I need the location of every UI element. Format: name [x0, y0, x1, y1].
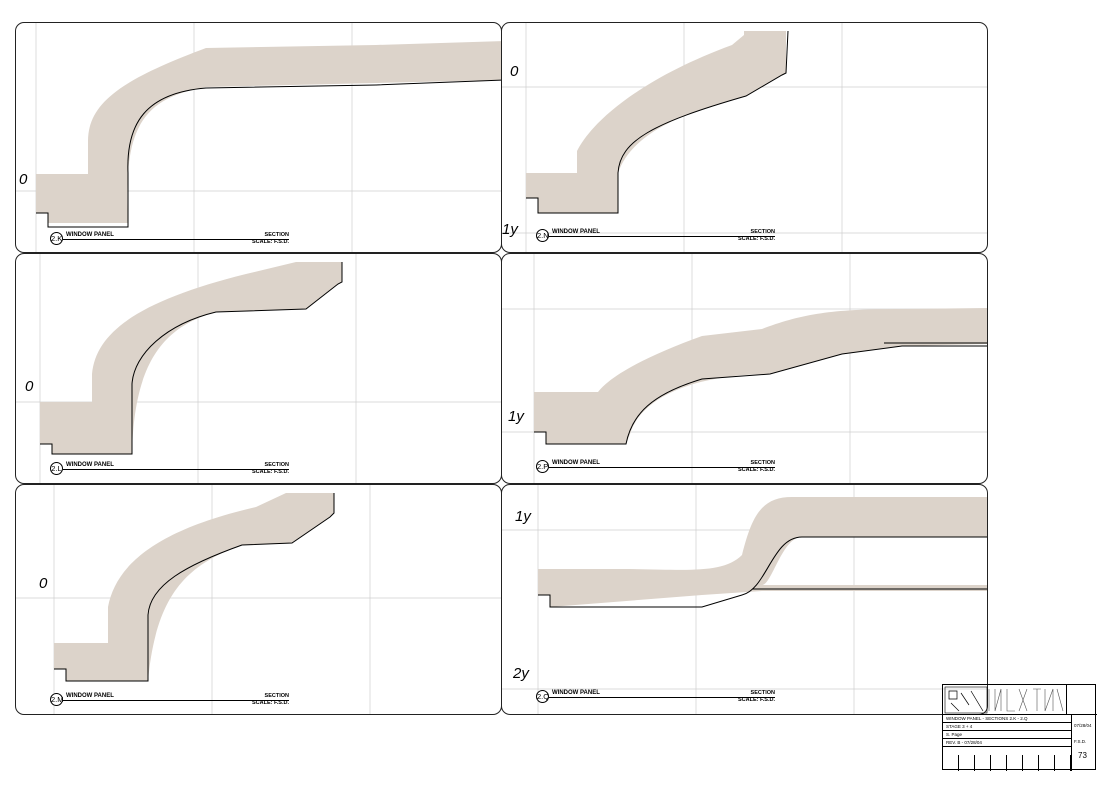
detail-name: WINDOW PANEL	[552, 460, 600, 466]
detail-rule	[63, 700, 289, 701]
detail-name: WINDOW PANEL	[66, 693, 114, 699]
view-type: SECTION	[750, 229, 775, 235]
tb-cell	[1055, 755, 1071, 771]
detail-id: 2.N	[536, 229, 549, 242]
tb-cell	[1007, 755, 1023, 771]
detail-scale: SCALE: F.S.D.	[252, 469, 289, 475]
phase: STAGE 3 + 4	[946, 724, 973, 729]
title-block-meta: 07/28/04 F.S.D.	[1071, 715, 1097, 755]
level-label: 1y	[502, 221, 518, 238]
section-drawing-2n	[502, 23, 987, 252]
level-label: 0	[510, 63, 519, 80]
detail-rule	[63, 239, 289, 240]
detail-id: 2.P	[536, 460, 549, 473]
tb-cell	[991, 755, 1007, 771]
drawn-by-row: S. Page	[943, 731, 1071, 739]
section-panel-2k: 0 2.K WINDOW PANEL SECTION SCALE: F.S.D.	[15, 22, 502, 253]
detail-id: 2.K	[50, 232, 63, 245]
detail-name: WINDOW PANEL	[66, 232, 114, 238]
tb-cell	[975, 755, 991, 771]
section-drawing-2l	[16, 254, 501, 483]
detail-name: WINDOW PANEL	[552, 690, 600, 696]
detail-scale: SCALE: F.S.D.	[738, 467, 775, 473]
detail-scale: SCALE: F.S.D.	[738, 697, 775, 703]
detail-scale: SCALE: F.S.D.	[252, 700, 289, 706]
level-label: 0	[25, 378, 34, 395]
title-block-cells	[943, 755, 1071, 771]
section-panel-2q: 1y 2y 2.Q WINDOW PANEL SECTION SCALE: F.…	[501, 484, 988, 715]
tb-cell	[1023, 755, 1039, 771]
view-type: SECTION	[750, 460, 775, 466]
tb-cell	[943, 755, 959, 771]
detail-rule	[63, 469, 289, 470]
view-type: SECTION	[264, 232, 289, 238]
detail-rule	[549, 236, 775, 237]
phase-row: STAGE 3 + 4	[943, 723, 1071, 731]
detail-id: 2.M	[50, 693, 64, 706]
view-type: SECTION	[264, 693, 289, 699]
detail-scale: SCALE: F.S.D.	[738, 236, 775, 242]
section-drawing-2k	[16, 23, 501, 252]
tb-cell	[1039, 755, 1055, 771]
firm-logo	[943, 685, 1067, 715]
section-drawing-2q	[502, 485, 987, 714]
level-label: 0	[39, 575, 48, 592]
detail-scale: SCALE: F.S.D.	[252, 239, 289, 245]
section-profile	[40, 262, 342, 454]
section-profile	[538, 497, 987, 607]
section-drawing-2m	[16, 485, 501, 714]
drawing-title: WINDOW PANEL - SECTIONS 2.K - 2.Q	[946, 716, 1028, 721]
drawn-by: S. Page	[946, 732, 963, 737]
section-panel-2l: 0 2.L WINDOW PANEL SECTION SCALE: F.S.D.	[15, 253, 502, 484]
section-panel-2n: 0 1y 2.N WINDOW PANEL SECTION SCALE: F.S…	[501, 22, 988, 253]
view-type: SECTION	[264, 462, 289, 468]
level-label: 1y	[515, 508, 531, 525]
sheet-number-box: 73	[1071, 747, 1097, 771]
detail-rule	[549, 467, 775, 468]
scale-value: F.S.D.	[1074, 739, 1087, 744]
date: 07/28/04	[1074, 723, 1092, 728]
tb-cell	[959, 755, 975, 771]
level-label: 0	[19, 171, 28, 188]
section-drawing-2p	[502, 254, 987, 483]
title-block: WINDOW PANEL - SECTIONS 2.K - 2.Q STAGE …	[942, 684, 1097, 771]
firm-info	[1067, 685, 1097, 715]
detail-id: 2.L	[50, 462, 63, 475]
title-row: WINDOW PANEL - SECTIONS 2.K - 2.Q	[943, 715, 1071, 723]
revision: REV. B - 07/28/04	[946, 740, 982, 745]
sheet-number: 73	[1078, 751, 1087, 760]
section-profile	[534, 308, 987, 444]
section-panel-2m: 0 2.M WINDOW PANEL SECTION SCALE: F.S.D.	[15, 484, 502, 715]
section-profile	[36, 41, 501, 223]
detail-id: 2.Q	[536, 690, 550, 703]
level-label: 1y	[508, 408, 524, 425]
detail-name: WINDOW PANEL	[66, 462, 114, 468]
view-type: SECTION	[750, 690, 775, 696]
revision-row: REV. B - 07/28/04	[943, 739, 1071, 747]
section-profile	[54, 493, 334, 681]
section-panel-2p: 1y 2.P WINDOW PANEL SECTION SCALE: F.S.D…	[501, 253, 988, 484]
detail-name: WINDOW PANEL	[552, 229, 600, 235]
detail-rule	[549, 697, 775, 698]
section-profile	[526, 31, 786, 213]
level-label: 2y	[513, 665, 529, 682]
logo-mark	[944, 686, 1064, 714]
